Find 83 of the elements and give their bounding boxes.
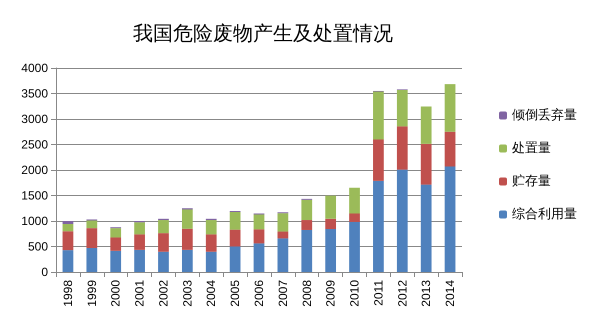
- bar: [254, 243, 264, 272]
- y-tick-label: 1500: [21, 188, 48, 202]
- y-tick-label: 1000: [21, 214, 48, 228]
- bar: [206, 252, 217, 272]
- bar: [230, 212, 240, 230]
- bar: [396, 170, 408, 272]
- bar: [182, 250, 193, 272]
- bar: [420, 144, 432, 185]
- legend-label: 贮存量: [512, 174, 551, 189]
- bar: [134, 234, 145, 250]
- bar: [325, 195, 336, 219]
- bar: [396, 90, 408, 126]
- x-tick-label: 2011: [371, 280, 386, 306]
- bar: [301, 230, 312, 272]
- x-tick-label: 2008: [300, 280, 314, 307]
- bar: [134, 250, 145, 272]
- y-tick-label: 2000: [21, 163, 48, 177]
- bar: [206, 234, 217, 252]
- x-tick-label: 2009: [324, 280, 338, 307]
- bar: [62, 221, 74, 224]
- bar: [444, 84, 456, 132]
- x-tick-label: 2001: [132, 280, 147, 307]
- bar: [349, 188, 360, 214]
- bar: [86, 248, 98, 272]
- bar: [420, 184, 432, 272]
- bar: [301, 220, 312, 230]
- bar: [373, 139, 384, 181]
- y-tick-label: 500: [28, 240, 48, 254]
- bar: [254, 214, 264, 230]
- bar: [86, 220, 98, 228]
- y-tick-label: 0: [41, 265, 48, 279]
- legend-label: 处置量: [512, 141, 551, 156]
- chart-title: 我国危险废物产生及处置情况: [133, 21, 393, 45]
- bar: [230, 246, 240, 272]
- bar: [301, 200, 312, 220]
- x-tick-label: 2014: [443, 280, 458, 307]
- bar: [373, 92, 384, 140]
- bar: [110, 228, 122, 238]
- y-tick-label: 2500: [21, 138, 48, 152]
- x-tick-label: 2002: [156, 280, 170, 307]
- bar: [86, 228, 98, 248]
- bar: [62, 231, 74, 250]
- bar: [158, 233, 169, 252]
- legend-label: 综合利用量: [512, 207, 577, 222]
- bar: [373, 180, 384, 272]
- x-tick-label: 2010: [348, 280, 362, 307]
- bar: [254, 229, 264, 244]
- bar: [230, 230, 240, 246]
- x-tick-label: 2000: [108, 280, 123, 307]
- bar: [158, 252, 169, 272]
- bar: [110, 250, 122, 272]
- bar: [444, 166, 456, 272]
- x-tick-label: 2004: [204, 280, 218, 307]
- x-tick-label: 2006: [252, 280, 266, 307]
- x-tick-label: 1999: [84, 280, 99, 307]
- x-tick-label: 2003: [180, 280, 194, 307]
- y-tick-label: 3500: [21, 86, 48, 100]
- bar: [278, 232, 288, 238]
- bar: [278, 238, 288, 272]
- bar: [158, 220, 169, 234]
- bar: [62, 224, 74, 232]
- bar: [182, 209, 193, 229]
- bar: [349, 222, 360, 272]
- bar: [420, 106, 432, 144]
- bar: [110, 237, 122, 251]
- bar: [444, 132, 456, 167]
- y-tick-label: 3000: [21, 112, 48, 126]
- bar: [396, 126, 408, 170]
- x-tick-label: 1998: [60, 280, 75, 307]
- bar: [62, 250, 74, 272]
- y-tick-label: 4000: [21, 61, 48, 75]
- bar: [325, 229, 336, 272]
- x-tick-label: 2012: [395, 280, 410, 307]
- bar: [278, 213, 288, 232]
- legend-label: 倾倒丢弃量: [512, 107, 577, 123]
- bar: [182, 228, 193, 250]
- bar: [325, 218, 336, 230]
- x-tick-label: 2005: [228, 280, 242, 307]
- x-tick-label: 2013: [419, 280, 434, 307]
- bar: [134, 222, 145, 234]
- x-tick-label: 2007: [276, 280, 290, 307]
- bar: [206, 220, 217, 234]
- bar: [349, 214, 360, 222]
